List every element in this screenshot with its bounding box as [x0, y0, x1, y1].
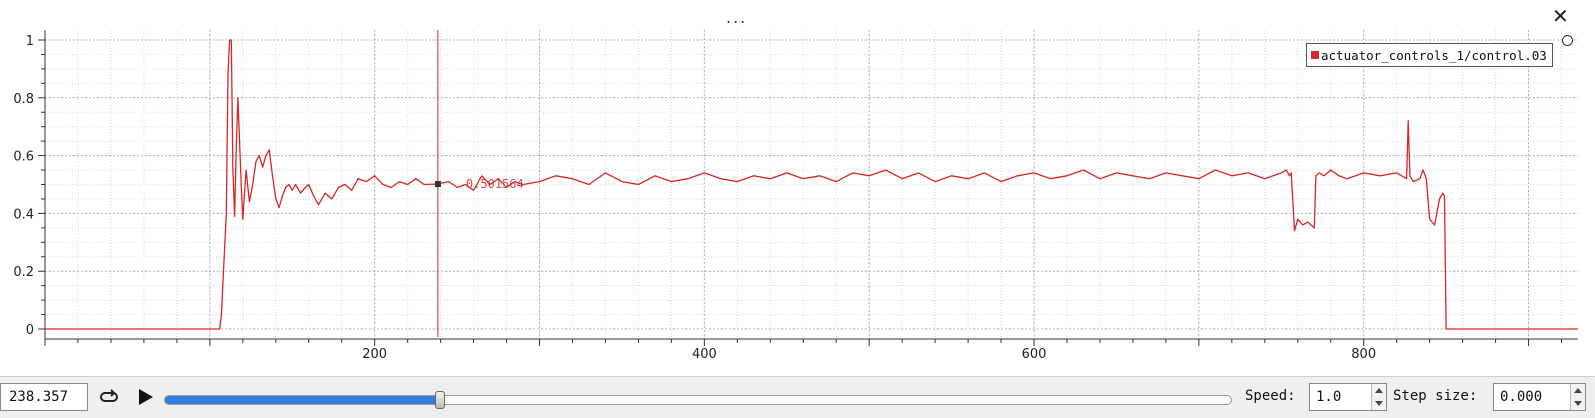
tracker-marker [434, 181, 441, 188]
legend-label: actuator_controls_1/control.03 [1321, 47, 1547, 63]
step-size-spinbox[interactable]: 0.000 [1493, 383, 1586, 411]
time-slider-handle[interactable] [435, 391, 446, 409]
speed-up-arrow-icon[interactable] [1375, 388, 1383, 393]
y-tick-label: 0.2 [13, 265, 34, 280]
y-tick-label: 0 [26, 323, 34, 338]
close-icon[interactable]: ✕ [1552, 4, 1569, 28]
speed-down-arrow-icon[interactable] [1375, 401, 1383, 406]
y-tick-label: 1 [26, 34, 34, 49]
legend-resize-handle[interactable] [1562, 35, 1573, 46]
legend[interactable]: actuator_controls_1/control.03 [1306, 43, 1553, 67]
speed-spinbox[interactable]: 1.0 [1309, 383, 1387, 411]
axes: 0 0.2 0.4 0.6 0.8 1 200 400 600 800 [13, 30, 1578, 362]
tracker[interactable]: 0.501564 [434, 30, 524, 337]
plot-canvas[interactable]: 0 0.2 0.4 0.6 0.8 1 200 400 600 800 0.501564 [0, 0, 1595, 370]
speed-label: Speed: [1245, 388, 1296, 404]
x-tick-label: 200 [362, 347, 387, 362]
step-size-value: 0.000 [1500, 389, 1543, 405]
x-tick-label: 400 [692, 347, 717, 362]
loop-icon[interactable] [98, 386, 120, 408]
x-tick-label: 600 [1022, 347, 1047, 362]
speed-value: 1.0 [1316, 389, 1342, 405]
y-tick-label: 0.6 [13, 150, 34, 165]
series-layer [45, 39, 1578, 330]
time-slider-progress [165, 396, 441, 404]
plot-area[interactable]: 0 0.2 0.4 0.6 0.8 1 200 400 600 800 0.501564 ... … [0, 0, 1595, 370]
step-spin-arrows[interactable] [1570, 384, 1585, 410]
time-slider[interactable] [164, 391, 1232, 409]
step-down-arrow-icon[interactable] [1574, 401, 1582, 406]
speed-spin-arrows[interactable] [1371, 384, 1386, 410]
legend-swatch [1311, 51, 1319, 59]
tracker-value-label: 0.501564 [466, 177, 524, 191]
step-up-arrow-icon[interactable] [1574, 388, 1582, 393]
y-tick-label: 0.4 [13, 207, 34, 222]
playback-toolbar: 238.357 Speed: 1.0 Step size: 0.000 [0, 376, 1595, 418]
play-icon[interactable] [134, 386, 156, 408]
series-line [45, 39, 1578, 330]
step-size-label: Step size: [1393, 388, 1478, 404]
grid [44, 30, 1578, 339]
y-tick-label: 0.8 [13, 92, 34, 107]
time-field[interactable]: 238.357 [0, 383, 88, 411]
plot-menu-button[interactable]: ... [726, 8, 748, 27]
x-tick-label: 800 [1351, 347, 1376, 362]
